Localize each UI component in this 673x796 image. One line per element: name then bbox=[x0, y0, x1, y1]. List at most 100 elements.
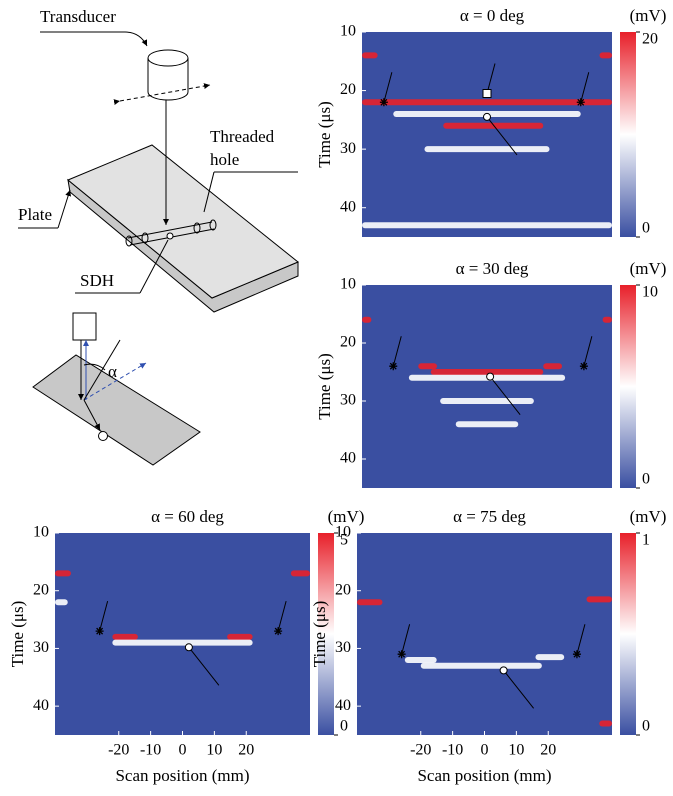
x-tick-label: 20 bbox=[238, 742, 254, 759]
echo-band bbox=[357, 599, 383, 606]
colorbar-unit: (mV) bbox=[630, 507, 667, 526]
hole-label: hole bbox=[210, 150, 239, 169]
echo-band bbox=[227, 633, 253, 640]
x-axis-label: Scan position (mm) bbox=[417, 766, 551, 785]
annotation-asterisk bbox=[389, 362, 398, 371]
y-tick-label: 10 bbox=[33, 524, 49, 541]
annotation-leader bbox=[576, 624, 586, 655]
echo-band bbox=[55, 570, 71, 577]
x-tick-label: 20 bbox=[540, 742, 556, 759]
colorbar-unit: (mV) bbox=[630, 6, 667, 25]
y-tick-label: 20 bbox=[335, 581, 351, 598]
heatmap-background bbox=[357, 533, 612, 735]
echo-band bbox=[420, 662, 542, 669]
colorbar bbox=[620, 533, 636, 735]
annotation-leader bbox=[99, 600, 109, 632]
y-tick-label: 40 bbox=[33, 697, 49, 714]
annotation-asterisk bbox=[274, 627, 283, 636]
echo-band bbox=[55, 599, 68, 606]
y-tick-label: 10 bbox=[335, 524, 351, 541]
echo-band bbox=[599, 720, 612, 727]
x-tick-label: 0 bbox=[481, 742, 489, 759]
x-tick-label: -20 bbox=[108, 742, 129, 759]
panel: α = 30 deg (mV) 10 20 30 40 Time (μs) 0 10 bbox=[315, 259, 667, 489]
colorbar bbox=[620, 32, 636, 237]
colorbar-tick-label: 5 bbox=[340, 532, 348, 549]
annotation-asterisk bbox=[379, 98, 388, 107]
heatmap-background bbox=[362, 285, 612, 488]
heatmap-background bbox=[362, 32, 612, 237]
colorbar-tick-label: 0 bbox=[340, 718, 348, 735]
annotation-leader bbox=[277, 600, 287, 632]
echo-band bbox=[418, 363, 437, 370]
y-axis-label: Time (μs) bbox=[315, 101, 334, 168]
y-tick-label: 30 bbox=[340, 392, 356, 409]
y-tick-label: 10 bbox=[340, 276, 356, 293]
heatmap-background bbox=[55, 533, 310, 735]
y-axis-label: Time (μs) bbox=[310, 601, 329, 668]
echo-band bbox=[430, 369, 544, 375]
colorbar bbox=[318, 533, 334, 735]
y-tick-label: 40 bbox=[340, 450, 356, 467]
echo-band bbox=[112, 633, 138, 640]
y-tick-label: 40 bbox=[340, 198, 356, 215]
panel-title: α = 30 deg bbox=[456, 259, 529, 278]
echo-band bbox=[599, 52, 612, 59]
annotation-asterisk bbox=[572, 650, 581, 659]
annotation-leader bbox=[401, 624, 411, 655]
echo-band bbox=[362, 52, 378, 59]
echo-band bbox=[362, 316, 372, 323]
colorbar-tick-label: 0 bbox=[642, 220, 650, 237]
colorbar-unit: (mV) bbox=[630, 259, 667, 278]
echo-band bbox=[455, 421, 519, 428]
colorbar-tick-label: 0 bbox=[642, 471, 650, 488]
schematic: Transducer Threaded hole Plate SDH α bbox=[18, 7, 299, 466]
echo-band bbox=[112, 639, 253, 646]
colorbar-tick-label: 10 bbox=[642, 284, 658, 301]
annotation-asterisk bbox=[576, 98, 585, 107]
y-tick-label: 10 bbox=[340, 23, 356, 40]
echo-band bbox=[424, 146, 550, 153]
annotation-circle bbox=[184, 643, 193, 652]
echo-band bbox=[443, 122, 544, 129]
panel-title: α = 0 deg bbox=[460, 6, 525, 25]
angle-label: α bbox=[108, 362, 117, 381]
panel-title: α = 75 deg bbox=[453, 507, 526, 526]
echo-band bbox=[290, 570, 310, 577]
y-tick-label: 30 bbox=[33, 639, 49, 656]
colorbar-tick-label: 0 bbox=[642, 718, 650, 735]
annotation-leader bbox=[489, 376, 521, 415]
annotation-leader bbox=[486, 63, 496, 94]
y-tick-label: 40 bbox=[335, 697, 351, 714]
colorbar-tick-label: 1 bbox=[642, 532, 650, 549]
y-tick-label: 20 bbox=[340, 81, 356, 98]
echo-band bbox=[586, 596, 612, 603]
y-tick-label: 30 bbox=[340, 140, 356, 157]
annotation-leader bbox=[583, 336, 593, 367]
panel: α = 0 deg (mV) 10 20 30 40 Time (μs) 0 20 bbox=[315, 6, 667, 238]
annotation-leader bbox=[383, 72, 393, 103]
colorbar-tick-label: 20 bbox=[642, 31, 658, 48]
annotation-circle bbox=[486, 372, 495, 381]
echo-band bbox=[362, 222, 612, 229]
annotation-leader bbox=[188, 646, 220, 686]
annotation-leader bbox=[503, 670, 535, 709]
sdh-label: SDH bbox=[80, 271, 114, 290]
annotation-square bbox=[482, 89, 492, 98]
annotation-leader bbox=[486, 116, 518, 156]
colorbar-unit: (mV) bbox=[328, 507, 365, 526]
annotation-asterisk bbox=[95, 627, 104, 636]
threaded-label: Threaded bbox=[210, 127, 275, 146]
annotation-leader bbox=[580, 72, 590, 103]
x-tick-label: 10 bbox=[508, 742, 524, 759]
y-axis-label: Time (μs) bbox=[8, 601, 27, 668]
echo-band bbox=[535, 654, 565, 661]
annotation-leader bbox=[392, 336, 402, 367]
x-tick-label: -10 bbox=[442, 742, 463, 759]
y-tick-label: 20 bbox=[340, 334, 356, 351]
echo-band bbox=[543, 363, 562, 370]
x-tick-label: 0 bbox=[179, 742, 187, 759]
y-axis-label: Time (μs) bbox=[315, 353, 334, 420]
